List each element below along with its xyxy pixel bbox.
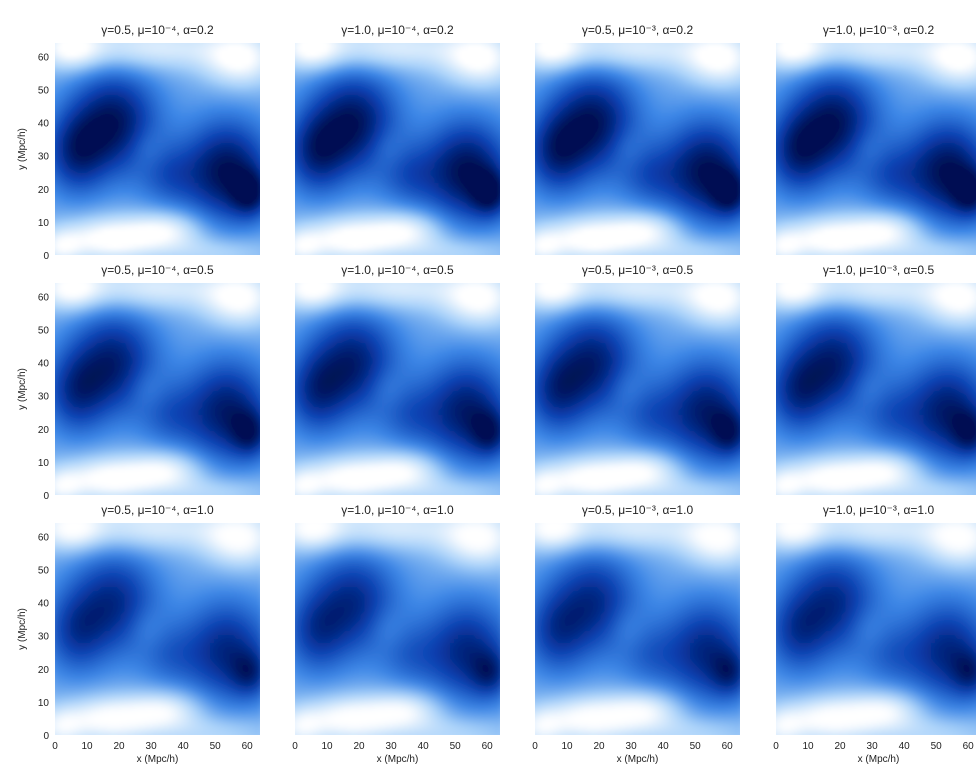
panel-2-2: γ=1.0, μ=10⁻⁴, α=0.5 — [295, 263, 500, 495]
panel-title: γ=0.5, μ=10⁻³, α=0.2 — [582, 23, 694, 37]
panel-1-3: γ=0.5, μ=10⁻³, α=0.2 — [535, 23, 740, 255]
x-axis-label: x (Mpc/h) — [617, 754, 659, 765]
panel-3-2: γ=1.0, μ=10⁻⁴, α=1.0 0 10 20 30 40 50 60 x (Mpc/… — [292, 503, 500, 765]
panel-title: γ=1.0, μ=10⁻⁴, α=0.5 — [341, 263, 454, 277]
y-axis-label: y (Mpc/h) — [17, 368, 28, 410]
y-tick-label: 0 — [43, 251, 49, 262]
x-axis-label: x (Mpc/h) — [137, 754, 179, 765]
panel-title: γ=0.5, μ=10⁻³, α=0.5 — [582, 263, 694, 277]
panel-1-4: γ=1.0, μ=10⁻³, α=0.2 — [776, 23, 976, 255]
panel-title: γ=0.5, μ=10⁻⁴, α=0.5 — [101, 263, 214, 277]
x-tick-label: 60 — [722, 741, 734, 752]
heatmap-image — [776, 283, 976, 495]
x-tick-label: 50 — [210, 741, 222, 752]
x-tick-label: 50 — [931, 741, 943, 752]
y-tick-label: 50 — [38, 85, 50, 96]
x-tick-label: 30 — [867, 741, 879, 752]
panel-title: γ=1.0, μ=10⁻⁴, α=1.0 — [341, 503, 454, 517]
heatmap-image — [295, 283, 500, 495]
panel-title: γ=1.0, μ=10⁻⁴, α=0.2 — [341, 23, 454, 37]
panel-title: γ=1.0, μ=10⁻³, α=1.0 — [823, 503, 935, 517]
x-tick-label: 0 — [292, 741, 298, 752]
y-tick-label: 40 — [38, 599, 50, 610]
y-axis-label: y (Mpc/h) — [17, 128, 28, 170]
heatmap-image — [776, 43, 976, 255]
panel-title: γ=1.0, μ=10⁻³, α=0.5 — [823, 263, 935, 277]
y-tick-label: 60 — [38, 532, 50, 543]
heatmap-image — [295, 43, 500, 255]
panel-2-3: γ=0.5, μ=10⁻³, α=0.5 — [535, 263, 740, 495]
panel-title: γ=0.5, μ=10⁻⁴, α=0.2 — [101, 23, 214, 37]
x-tick-label: 40 — [899, 741, 911, 752]
heatmap-image — [55, 283, 260, 495]
y-tick-label: 20 — [38, 665, 50, 676]
x-tick-label: 10 — [321, 741, 333, 752]
x-tick-label: 40 — [658, 741, 670, 752]
x-tick-label: 10 — [561, 741, 573, 752]
panel-3-1: γ=0.5, μ=10⁻⁴, α=1.0 0 10 20 30 40 50 60 y (Mpc/… — [17, 503, 260, 765]
heatmap-image — [776, 523, 976, 735]
x-tick-label: 50 — [450, 741, 462, 752]
x-tick-label: 0 — [52, 741, 58, 752]
panel-title: γ=0.5, μ=10⁻³, α=1.0 — [582, 503, 694, 517]
x-tick-label: 20 — [594, 741, 606, 752]
y-tick-label: 20 — [38, 425, 50, 436]
y-tick-label: 0 — [43, 731, 49, 742]
x-tick-label: 60 — [482, 741, 494, 752]
panel-3-3: γ=0.5, μ=10⁻³, α=1.0 0 10 20 30 40 50 60 x (Mpc/… — [532, 503, 740, 765]
y-tick-label: 50 — [38, 325, 50, 336]
y-tick-label: 60 — [38, 292, 50, 303]
x-tick-label: 0 — [773, 741, 779, 752]
x-tick-label: 0 — [532, 741, 538, 752]
panel-2-1: γ=0.5, μ=10⁻⁴, α=0.5 0 10 20 30 40 50 60 y (Mpc/… — [17, 263, 260, 502]
panel-1-1: γ=0.5, μ=10⁻⁴, α=0.2 0 10 20 30 40 50 60 y (Mpc/… — [17, 23, 260, 262]
y-tick-label: 0 — [43, 491, 49, 502]
x-tick-label: 40 — [418, 741, 430, 752]
heatmap-image — [535, 283, 740, 495]
y-tick-label: 30 — [38, 632, 50, 643]
x-tick-label: 20 — [354, 741, 366, 752]
panel-2-4: γ=1.0, μ=10⁻³, α=0.5 — [776, 263, 976, 495]
panel-3-4: γ=1.0, μ=10⁻³, α=1.0 0 10 20 30 40 50 60 x (Mpc/… — [773, 503, 976, 765]
heatmap-image — [535, 523, 740, 735]
x-tick-label: 10 — [802, 741, 814, 752]
x-tick-label: 10 — [81, 741, 93, 752]
y-tick-label: 10 — [38, 458, 50, 469]
x-tick-label: 30 — [626, 741, 638, 752]
y-tick-label: 30 — [38, 392, 50, 403]
y-tick-label: 10 — [38, 698, 50, 709]
x-tick-label: 30 — [146, 741, 158, 752]
x-axis-label: x (Mpc/h) — [377, 754, 419, 765]
y-tick-label: 40 — [38, 119, 50, 130]
y-tick-label: 30 — [38, 152, 50, 163]
y-tick-label: 60 — [38, 52, 50, 63]
x-axis-label: x (Mpc/h) — [858, 754, 900, 765]
x-tick-label: 50 — [690, 741, 702, 752]
y-tick-label: 10 — [38, 218, 50, 229]
x-tick-label: 30 — [386, 741, 398, 752]
x-tick-label: 20 — [835, 741, 847, 752]
panel-title: γ=1.0, μ=10⁻³, α=0.2 — [823, 23, 935, 37]
y-tick-label: 50 — [38, 565, 50, 576]
x-tick-label: 60 — [963, 741, 975, 752]
y-tick-label: 20 — [38, 185, 50, 196]
x-tick-label: 60 — [242, 741, 254, 752]
heatmap-image — [295, 523, 500, 735]
heatmap-image — [55, 523, 260, 735]
heatmap-image — [55, 43, 260, 255]
x-tick-label: 40 — [178, 741, 190, 752]
panel-1-2: γ=1.0, μ=10⁻⁴, α=0.2 — [295, 23, 500, 255]
y-tick-label: 40 — [38, 359, 50, 370]
y-axis-label: y (Mpc/h) — [17, 608, 28, 650]
heatmap-image — [535, 43, 740, 255]
x-tick-label: 20 — [114, 741, 126, 752]
panel-title: γ=0.5, μ=10⁻⁴, α=1.0 — [101, 503, 214, 517]
